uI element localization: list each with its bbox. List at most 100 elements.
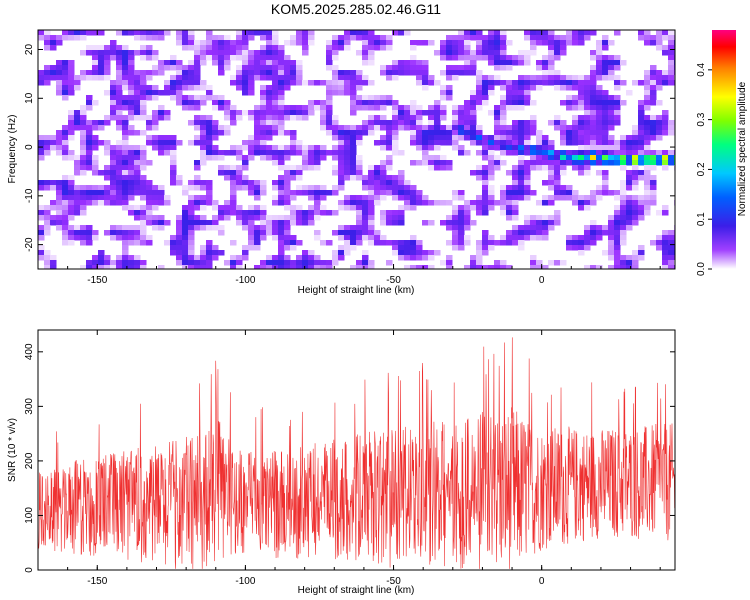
heatmap-cell bbox=[632, 175, 639, 181]
heatmap-cell bbox=[470, 200, 477, 206]
heatmap-cell bbox=[164, 115, 171, 121]
heatmap-cell bbox=[134, 255, 141, 261]
heatmap-cell bbox=[560, 150, 567, 156]
heatmap-cell bbox=[644, 190, 651, 196]
heatmap-cell bbox=[176, 250, 183, 256]
heatmap-cell bbox=[416, 265, 423, 269]
heatmap-cell bbox=[482, 80, 489, 86]
heatmap-cell bbox=[368, 235, 375, 241]
heatmap-cell bbox=[626, 210, 633, 216]
heatmap-cell bbox=[350, 200, 357, 206]
heatmap-cell bbox=[512, 170, 519, 176]
heatmap-cell bbox=[356, 105, 363, 111]
heatmap-cell bbox=[644, 195, 651, 201]
heatmap-cell bbox=[338, 135, 345, 141]
heatmap-cell bbox=[332, 230, 339, 236]
heatmap-cell bbox=[242, 250, 249, 256]
heatmap-cell bbox=[512, 90, 519, 96]
heatmap-cell bbox=[278, 150, 285, 156]
heatmap-cell bbox=[464, 150, 471, 156]
heatmap-cell bbox=[440, 90, 447, 96]
heatmap-cell bbox=[134, 180, 141, 186]
heatmap-cell bbox=[206, 225, 213, 231]
heatmap-cell bbox=[536, 40, 543, 46]
heatmap-cell bbox=[128, 170, 135, 176]
heatmap-cell bbox=[380, 175, 387, 181]
heatmap-cell bbox=[476, 205, 483, 211]
heatmap-cell bbox=[110, 115, 117, 121]
heatmap-cell bbox=[56, 40, 63, 46]
heatmap-cell bbox=[644, 155, 651, 161]
heatmap-cell bbox=[632, 170, 639, 176]
heatmap-cell bbox=[338, 235, 345, 241]
heatmap-cell bbox=[668, 75, 675, 81]
heatmap-cell bbox=[416, 65, 423, 71]
heatmap-cell bbox=[596, 120, 603, 126]
heatmap-cell bbox=[56, 85, 63, 91]
heatmap-cell bbox=[518, 155, 525, 161]
heatmap-cell bbox=[662, 150, 669, 156]
heatmap-cell bbox=[500, 60, 507, 66]
heatmap-cell bbox=[524, 60, 531, 66]
heatmap-cell bbox=[206, 50, 213, 56]
heatmap-cell bbox=[590, 75, 597, 81]
heatmap-cell bbox=[260, 55, 267, 61]
heatmap-cell bbox=[182, 260, 189, 266]
heatmap-cell bbox=[272, 95, 279, 101]
heatmap-cell bbox=[506, 40, 513, 46]
heatmap-cell bbox=[524, 50, 531, 56]
heatmap-cell bbox=[368, 180, 375, 186]
heatmap-cell bbox=[158, 115, 165, 121]
heatmap-cell bbox=[608, 110, 615, 116]
heatmap-cell bbox=[560, 45, 567, 51]
heatmap-cell bbox=[620, 220, 627, 226]
heatmap-x-ticks: -150 -100 -50 0 bbox=[37, 30, 661, 286]
heatmap-cell bbox=[116, 180, 123, 186]
heatmap-cell bbox=[218, 225, 225, 231]
heatmap-cell bbox=[368, 265, 375, 269]
heatmap-cell bbox=[500, 195, 507, 201]
heatmap-cell bbox=[410, 105, 417, 111]
heatmap-cell bbox=[566, 185, 573, 191]
heatmap-cell bbox=[422, 135, 429, 141]
heatmap-cell bbox=[386, 165, 393, 171]
heatmap-cell bbox=[512, 215, 519, 221]
heatmap-cell bbox=[182, 95, 189, 101]
heatmap-cell bbox=[242, 255, 249, 261]
heatmap-cell bbox=[440, 160, 447, 166]
heatmap-cell bbox=[614, 155, 621, 161]
heatmap-cell bbox=[602, 35, 609, 41]
heatmap-cell bbox=[482, 185, 489, 191]
heatmap-cell bbox=[200, 120, 207, 126]
heatmap-cell bbox=[278, 245, 285, 251]
heatmap-x-axis-label: Height of straight line (km) bbox=[298, 285, 415, 296]
heatmap-cell bbox=[200, 155, 207, 161]
heatmap-cell bbox=[80, 190, 87, 196]
heatmap-cell bbox=[50, 35, 57, 41]
heatmap-cell bbox=[92, 120, 99, 126]
heatmap-cell bbox=[188, 215, 195, 221]
heatmap-cell bbox=[266, 255, 273, 261]
heatmap-cell bbox=[92, 190, 99, 196]
heatmap-cell bbox=[410, 55, 417, 61]
heatmap-cell bbox=[614, 230, 621, 236]
heatmap-cell bbox=[290, 265, 297, 269]
heatmap-cell bbox=[632, 160, 639, 166]
heatmap-cell bbox=[284, 65, 291, 71]
heatmap-cell bbox=[230, 255, 237, 261]
heatmap-cell bbox=[110, 105, 117, 111]
heatmap-cell bbox=[626, 265, 633, 269]
heatmap-cell bbox=[482, 140, 489, 146]
heatmap-cell bbox=[494, 200, 501, 206]
heatmap-cell bbox=[602, 125, 609, 131]
heatmap-cell bbox=[182, 100, 189, 106]
heatmap-cell bbox=[122, 80, 129, 86]
heatmap-cell bbox=[446, 65, 453, 71]
heatmap-cell bbox=[506, 240, 513, 246]
heatmap-cell bbox=[374, 140, 381, 146]
heatmap-cell bbox=[470, 55, 477, 61]
heatmap-cell bbox=[452, 130, 459, 136]
heatmap-cell bbox=[212, 200, 219, 206]
heatmap-cell bbox=[140, 185, 147, 191]
heatmap-cell bbox=[590, 240, 597, 246]
